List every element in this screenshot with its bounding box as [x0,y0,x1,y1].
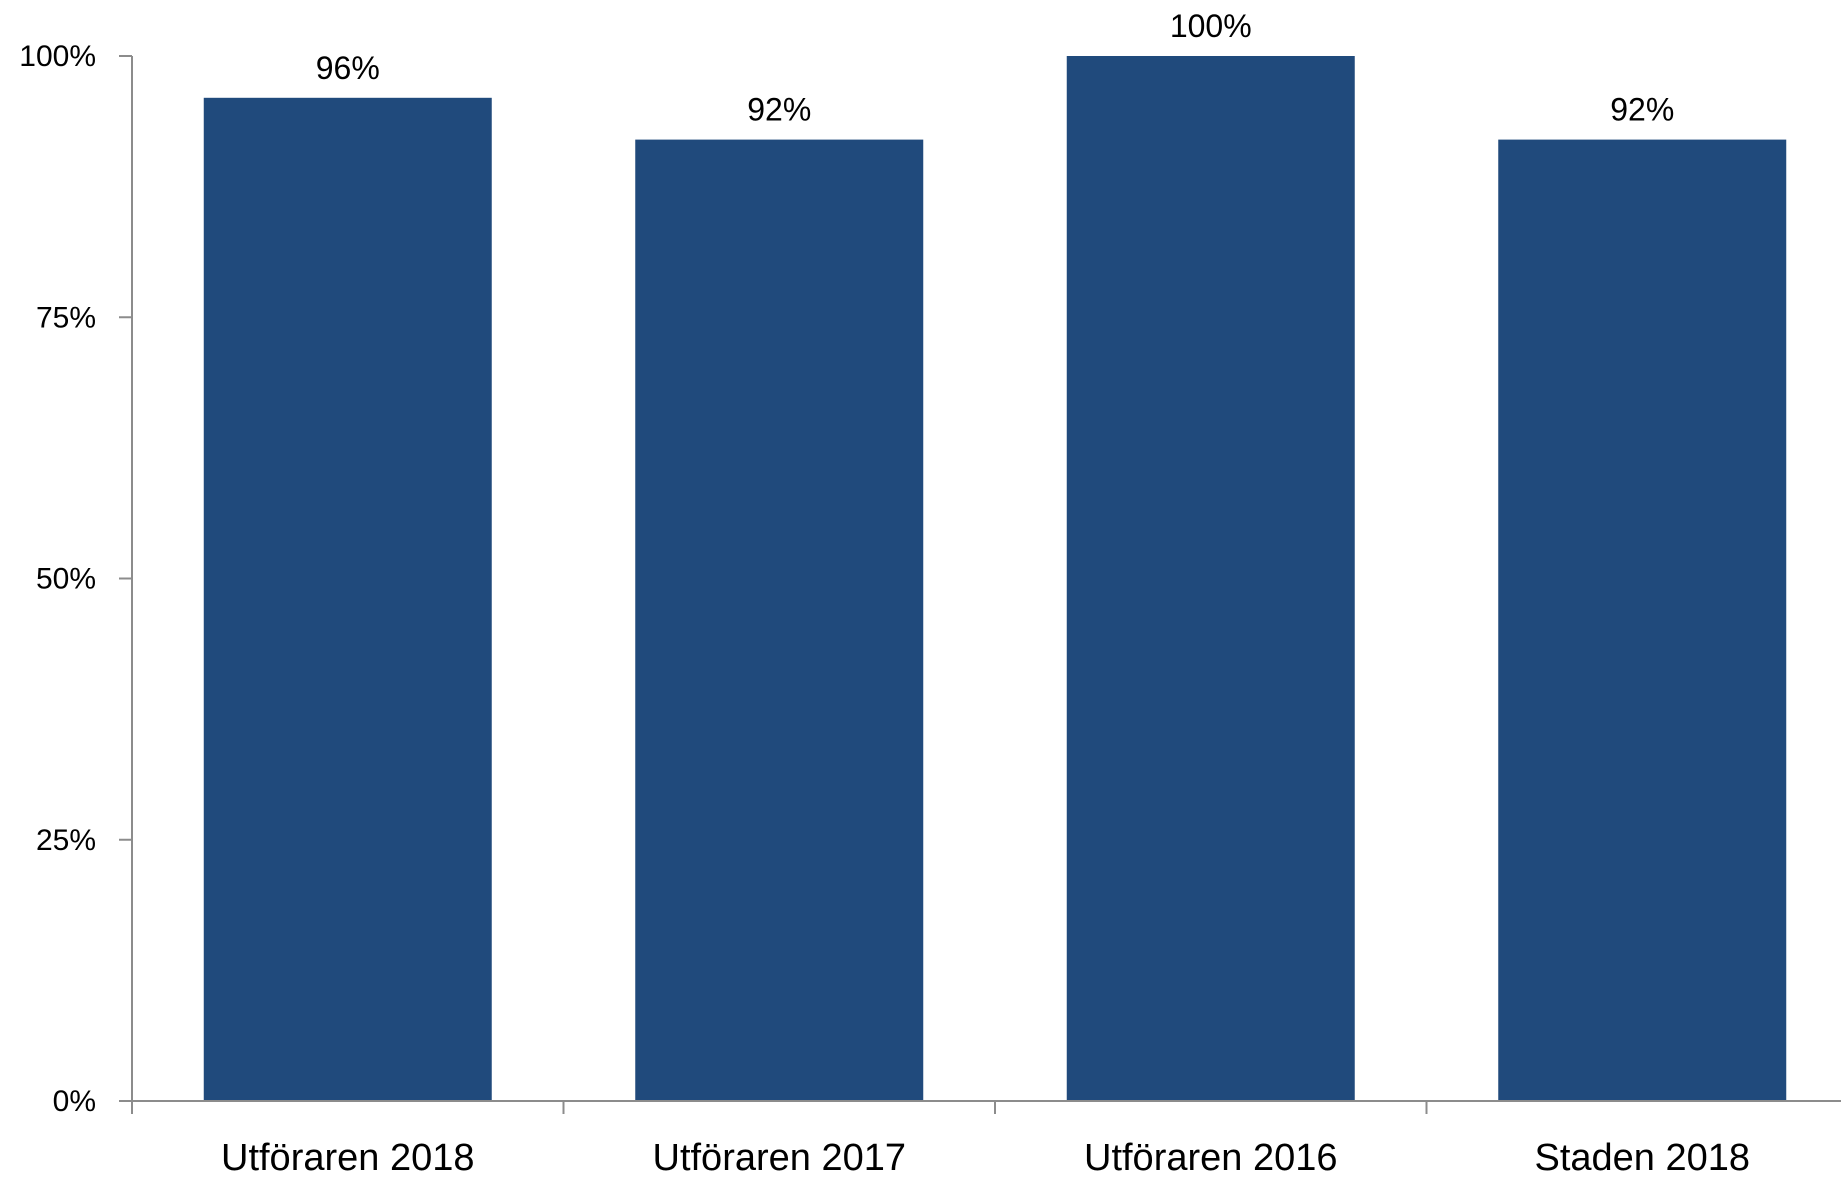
y-tick-label-2: 50% [36,563,96,596]
y-axis: 0% 25% 50% 75% 100% [19,40,133,1118]
data-labels-group: 96% 92% 100% 92% [316,8,1675,128]
y-tick-label-3: 75% [36,301,96,334]
y-tick-label-0: 0% [53,1085,96,1118]
bar-4 [1498,139,1787,1102]
bar-2 [635,139,924,1102]
x-tick-label-3: Utföraren 2016 [1084,1137,1338,1178]
x-tick-label-4: Staden 2018 [1534,1137,1750,1178]
data-label-2: 92% [747,92,811,128]
x-tick-label-1: Utföraren 2018 [221,1137,475,1178]
bar-1 [203,97,492,1102]
y-tick-label-1: 25% [36,824,96,857]
bars-group [203,56,1787,1102]
data-label-3: 100% [1170,8,1252,44]
x-tick-label-2: Utföraren 2017 [653,1137,907,1178]
x-axis: Utföraren 2018 Utföraren 2017 Utföraren 20… [131,1100,1841,1178]
bar-3 [1066,56,1355,1101]
y-tick-label-4: 100% [19,40,96,73]
data-label-1: 96% [316,50,380,86]
data-label-4: 92% [1610,92,1674,128]
